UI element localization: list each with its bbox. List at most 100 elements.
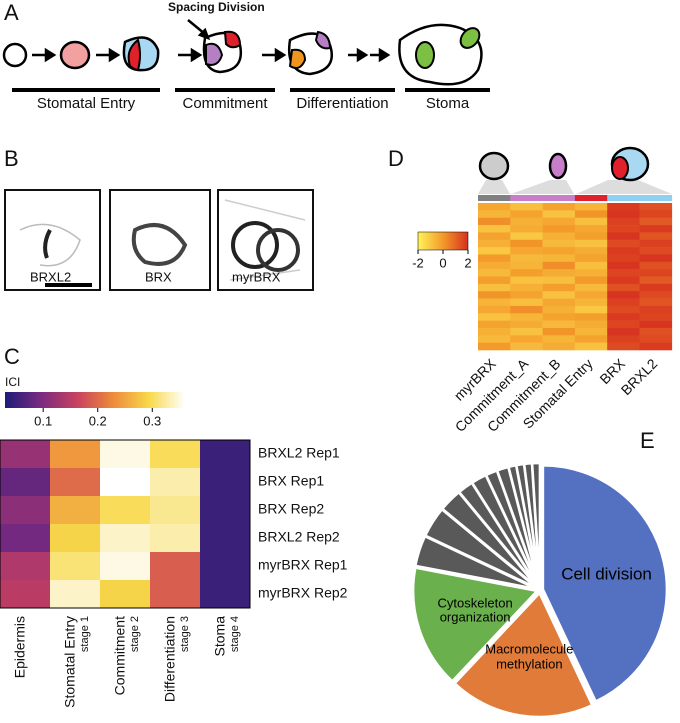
- heatmap-cell: [607, 247, 640, 255]
- heatmap-cell: [607, 261, 640, 270]
- heatmap-cell: [607, 276, 640, 285]
- fan: [511, 180, 574, 194]
- colorbar: [417, 231, 469, 251]
- annotation: Spacing Division: [168, 0, 265, 14]
- cell-icon: [478, 151, 510, 181]
- heatmap-cell: [574, 320, 608, 329]
- pie-slice: [411, 566, 540, 684]
- heatmap-cell: [50, 552, 101, 581]
- heatmap-cell: [0, 496, 51, 525]
- heatmap-cell: [639, 232, 673, 241]
- column-sublabel: stage 2: [129, 616, 141, 652]
- colorbar-tick-label: 0: [439, 255, 446, 270]
- group-strip: [478, 195, 511, 201]
- heatmap-cell: [510, 320, 543, 329]
- column-label: Differentiation: [162, 616, 178, 702]
- stage-label: Stomatal Entry: [37, 95, 136, 112]
- panel-label: D: [388, 146, 404, 171]
- heatmap-cell: [200, 552, 251, 581]
- colorbar: [5, 392, 185, 408]
- heatmap-cell: [510, 254, 543, 263]
- heatmap-cell: [50, 524, 101, 553]
- heatmap-cell: [478, 313, 511, 321]
- heatmap-cell: [478, 291, 511, 299]
- heatmap-cell: [0, 552, 51, 581]
- heatmap-cell: [200, 468, 251, 497]
- colorbar-tick-label: 0.1: [34, 413, 52, 428]
- heatmap-cell: [639, 276, 673, 285]
- heatmap-cell: [0, 524, 51, 553]
- heatmap-cell: [542, 313, 576, 321]
- heatmap-cell: [639, 298, 673, 307]
- heatmap-cell: [607, 313, 640, 321]
- heatmap-cell: [100, 552, 151, 581]
- colorbar-tick-label: 0.3: [143, 413, 161, 428]
- heatmap-cell: [50, 468, 101, 497]
- heatmap-cell: [542, 261, 576, 270]
- heatmap-cell: [639, 239, 673, 248]
- heatmap-cell: [639, 283, 673, 292]
- pie-slice: [530, 461, 542, 588]
- group-strip: [639, 195, 673, 201]
- heatmap-cell: [150, 496, 201, 525]
- heatmap-cell: [607, 283, 640, 292]
- heatmap-cell: [150, 468, 201, 497]
- row-label: myrBRX Rep1: [258, 557, 348, 573]
- panel-label: C: [4, 344, 20, 369]
- heatmap-cell: [510, 342, 543, 351]
- heatmap-cell: [607, 298, 640, 307]
- heatmap-cell: [574, 269, 608, 277]
- heatmap-cell: [542, 291, 576, 299]
- heatmap-cell: [510, 232, 543, 241]
- heatmap-cell: [542, 298, 576, 307]
- heatmap-cell: [542, 305, 576, 314]
- heatmap-cell: [639, 335, 673, 343]
- heatmap-cell: [639, 269, 673, 277]
- panel-label: A: [4, 0, 19, 25]
- heatmap-cell: [607, 342, 640, 351]
- heatmap-cell: [510, 225, 543, 233]
- heatmap-cell: [639, 327, 673, 336]
- colorbar-tick-label: 2: [464, 255, 471, 270]
- pie-label: Cell division: [561, 564, 652, 584]
- micrograph-label: BRX: [145, 269, 172, 284]
- heatmap-cell: [607, 305, 640, 314]
- micrograph-label: BRXL2: [30, 269, 71, 284]
- heatmap-cell: [607, 217, 640, 226]
- heatmap-cell: [574, 247, 608, 255]
- heatmap-cell: [574, 217, 608, 226]
- heatmap-cell: [639, 320, 673, 329]
- heatmap-cell: [607, 320, 640, 329]
- heatmap-cell: [0, 468, 51, 497]
- heatmap-cell: [100, 524, 151, 553]
- heatmap-cell: [478, 320, 511, 329]
- heatmap-cell: [542, 342, 576, 351]
- row-label: BRXL2 Rep2: [258, 529, 340, 545]
- heatmap-cell: [478, 254, 511, 263]
- heatmap-cell: [478, 335, 511, 343]
- heatmap-cell: [542, 239, 576, 248]
- heatmap-cell: [574, 210, 608, 218]
- column-label: Stomatal Entry: [62, 616, 78, 708]
- heatmap-cell: [574, 305, 608, 314]
- heatmap-cell: [478, 269, 511, 277]
- heatmap-cell: [639, 305, 673, 314]
- heatmap-cell: [510, 335, 543, 343]
- heatmap-cell: [0, 440, 51, 469]
- pie-label: Macromolecule methylation: [485, 642, 574, 672]
- heatmap-cell: [510, 217, 543, 226]
- pie-slice: [541, 464, 669, 704]
- heatmap-cell: [639, 313, 673, 321]
- panel-label: E: [640, 428, 655, 453]
- heatmap-cell: [478, 298, 511, 307]
- heatmap-cell: [50, 496, 101, 525]
- heatmap-cell: [542, 203, 576, 211]
- heatmap-cell: [639, 291, 673, 299]
- colorbar-tick-label: 0.2: [89, 413, 107, 428]
- heatmap-cell: [639, 217, 673, 226]
- row-label: BRX Rep2: [258, 501, 324, 517]
- heatmap-cell: [542, 269, 576, 277]
- heatmap-cell: [478, 327, 511, 336]
- heatmap-cell: [200, 580, 251, 609]
